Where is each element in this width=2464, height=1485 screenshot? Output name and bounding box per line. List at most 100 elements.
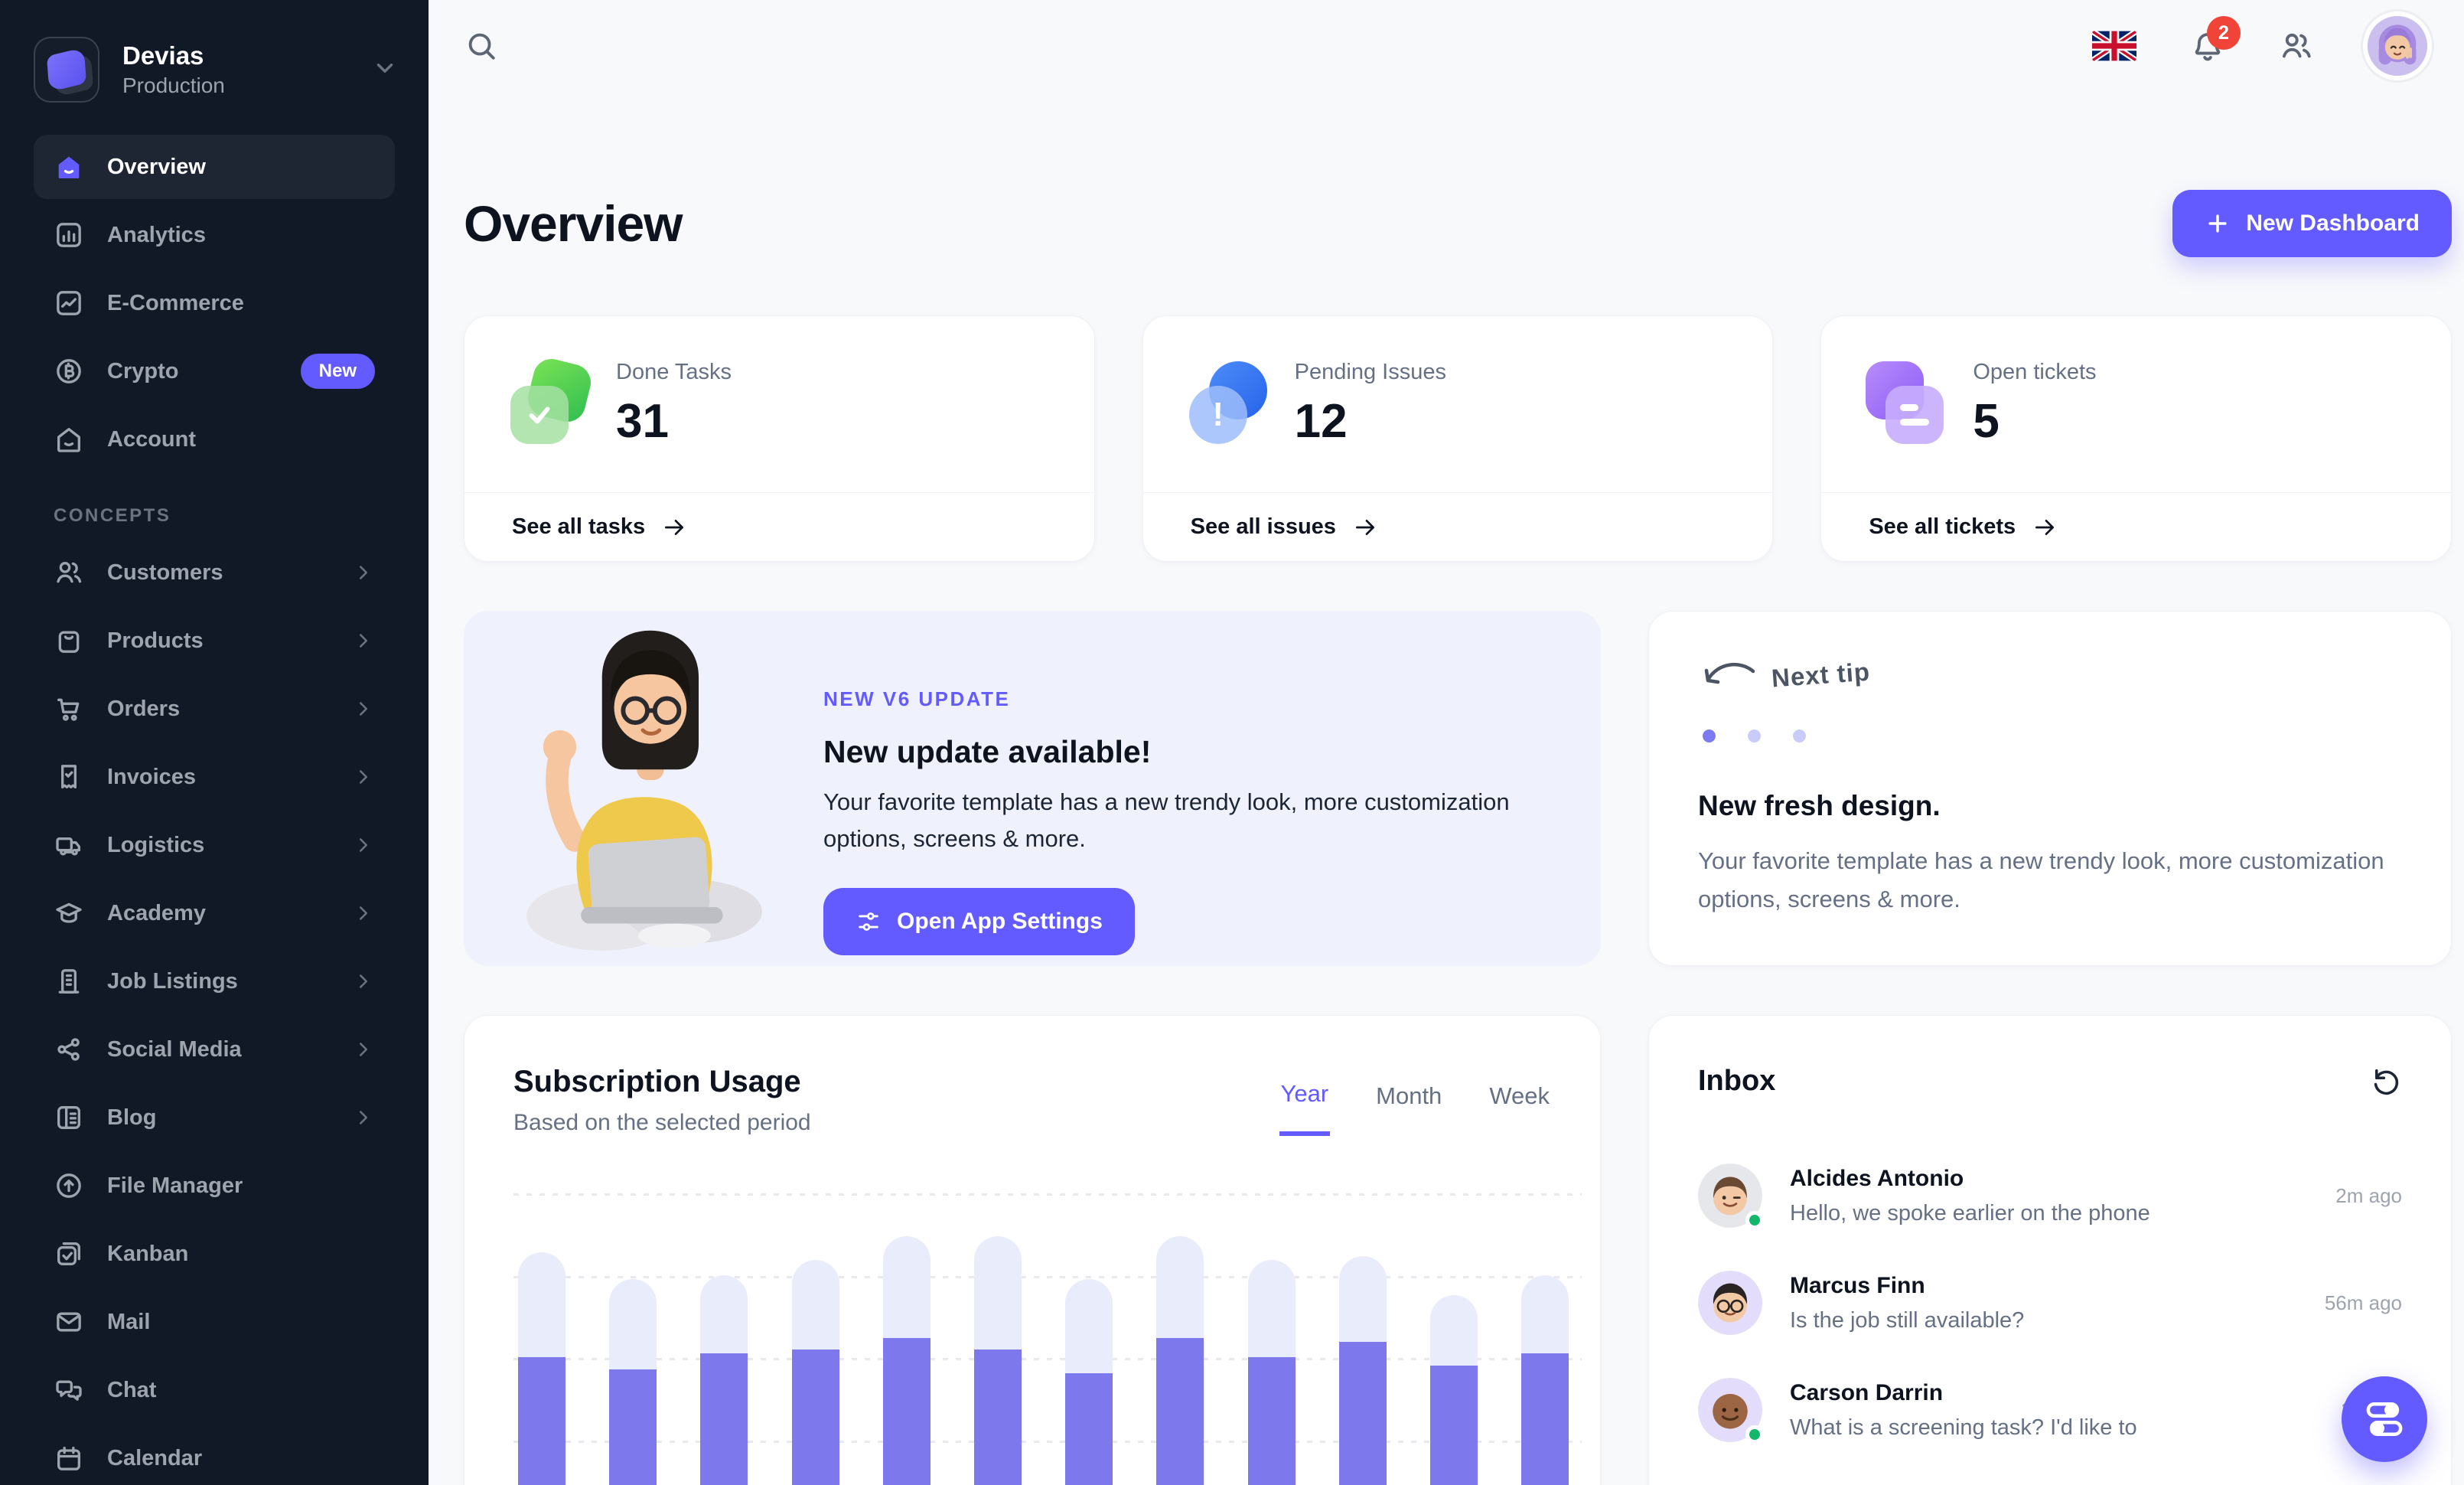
home-smile-icon <box>54 424 84 455</box>
period-tabs: Year Month Week <box>1279 1065 1552 1137</box>
users-icon <box>2279 28 2314 64</box>
carousel-dot-3[interactable] <box>1793 729 1806 742</box>
sidebar-item-chat[interactable]: Chat <box>34 1358 395 1422</box>
chart-gridline <box>513 1275 1582 1278</box>
sidebar-item-academy[interactable]: Academy <box>34 881 395 945</box>
curved-arrow-icon <box>1704 663 1755 684</box>
inbox-message-row[interactable]: Alcides Antonio Hello, we spoke earlier … <box>1698 1164 2402 1230</box>
tip-dots <box>1703 729 2402 742</box>
see-all-tasks-link[interactable]: See all tasks <box>464 492 1094 561</box>
subscription-subtitle: Based on the selected period <box>513 1110 811 1136</box>
building-icon <box>54 966 84 997</box>
stat-link-label: See all issues <box>1190 514 1336 539</box>
arrow-right-icon <box>2032 515 2057 540</box>
message-preview: What is a screening task? I'd like to <box>1790 1415 2137 1440</box>
brand-name: Devias <box>122 41 204 70</box>
contacts-button[interactable] <box>2279 28 2314 64</box>
avatar <box>1698 1271 1762 1336</box>
chevron-right-icon <box>352 561 375 584</box>
user-avatar[interactable] <box>2368 16 2427 76</box>
sidebar-item-label: Academy <box>107 900 206 925</box>
tip-title: New fresh design. <box>1698 790 1941 821</box>
chart-bar-icon <box>54 220 84 250</box>
update-body: Your favorite template has a new trendy … <box>823 788 1510 853</box>
tab-week[interactable]: Week <box>1488 1071 1551 1136</box>
shopping-bag-icon <box>54 625 84 656</box>
message-sender: Carson Darrin <box>1790 1379 1944 1405</box>
topbar: 2 <box>429 0 2464 92</box>
new-dashboard-button[interactable]: New Dashboard <box>2172 190 2452 257</box>
sidebar-item-label: Social Media <box>107 1036 242 1062</box>
see-all-issues-link[interactable]: See all issues <box>1142 492 1773 561</box>
sidebar-item-file-manager[interactable]: File Manager <box>34 1154 395 1218</box>
sidebar-section-header-concepts: CONCEPTS <box>54 505 171 526</box>
stat-value: 5 <box>1973 395 2000 448</box>
app-settings-fab[interactable] <box>2342 1376 2427 1462</box>
inbox-message-row[interactable]: Carson Darrin What is a screening task? … <box>1698 1378 2402 1444</box>
chevron-right-icon <box>352 1038 375 1061</box>
message-preview: Hello, we spoke earlier on the phone <box>1790 1200 2150 1226</box>
sidebar-item-logistics[interactable]: Logistics <box>34 813 395 877</box>
carousel-dot-1[interactable] <box>1703 729 1716 742</box>
stats-row: Done Tasks 31 See all tasks ! Pending Is… <box>464 315 2453 562</box>
page-title: Overview <box>464 195 683 252</box>
sidebar-item-analytics[interactable]: Analytics <box>34 203 395 267</box>
tab-year[interactable]: Year <box>1279 1071 1331 1137</box>
sidebar-item-orders[interactable]: Orders <box>34 677 395 741</box>
tip-card: Next tip New fresh design. Your favorite… <box>1648 611 2452 967</box>
sidebar-item-label: Mail <box>107 1309 151 1334</box>
shopping-cart-icon <box>54 694 84 724</box>
online-dot <box>1745 1425 1764 1444</box>
stat-label: Open tickets <box>1973 360 2097 384</box>
stat-value: 12 <box>1294 395 1348 448</box>
bar-fill-dec <box>1521 1353 1569 1485</box>
inbox-card: Inbox Alcides Antonio Hello, we spoke ea… <box>1648 1015 2452 1485</box>
sidebar-item-products[interactable]: Products <box>34 609 395 673</box>
sidebar-item-crypto[interactable]: Crypto New <box>34 339 395 403</box>
workspace-switcher[interactable]: Devias Production <box>34 37 398 103</box>
chevron-right-icon <box>352 1106 375 1129</box>
inbox-message-row[interactable]: Marcus Finn Is the job still available? … <box>1698 1271 2402 1336</box>
sidebar-item-overview[interactable]: Overview <box>34 135 395 199</box>
sidebar-item-customers[interactable]: Customers <box>34 540 395 605</box>
bar-fill-oct <box>1338 1341 1387 1485</box>
sidebar-item-label: Crypto <box>107 358 179 383</box>
search-button[interactable] <box>464 28 499 64</box>
ticket-icon <box>1866 361 1944 444</box>
chevron-right-icon <box>352 834 375 857</box>
sidebar-item-label: E-Commerce <box>107 290 244 315</box>
update-title: New update available! <box>823 734 1152 769</box>
see-all-tickets-link[interactable]: See all tickets <box>1821 492 2452 561</box>
sidebar-item-label: Job Listings <box>107 968 238 994</box>
sidebar-item-label: File Manager <box>107 1173 243 1198</box>
sidebar-item-account[interactable]: Account <box>34 407 395 472</box>
sidebar-item-kanban[interactable]: Kanban <box>34 1222 395 1286</box>
sidebar-item-invoices[interactable]: Invoices <box>34 745 395 809</box>
refresh-icon <box>2370 1066 2402 1098</box>
next-tip-label: Next tip <box>1770 657 1872 693</box>
stat-value: 31 <box>616 395 669 448</box>
carousel-dot-2[interactable] <box>1748 729 1761 742</box>
tab-month[interactable]: Month <box>1374 1071 1443 1136</box>
refresh-button[interactable] <box>2370 1066 2402 1098</box>
sidebar-item-calendar[interactable]: Calendar <box>34 1426 395 1485</box>
stat-link-label: See all tasks <box>512 514 646 539</box>
stat-card-done-tasks: Done Tasks 31 See all tasks <box>464 315 1095 562</box>
sidebar-item-mail[interactable]: Mail <box>34 1290 395 1354</box>
bar-fill-aug <box>1156 1337 1204 1485</box>
sidebar-item-label: Overview <box>107 154 206 179</box>
mail-icon <box>54 1307 84 1337</box>
open-app-settings-button[interactable]: Open App Settings <box>823 888 1135 956</box>
devias-logo <box>34 37 99 103</box>
line-chart-icon <box>54 288 84 318</box>
sidebar-item-social-media[interactable]: Social Media <box>34 1017 395 1082</box>
sidebar-item-job-listings[interactable]: Job Listings <box>34 949 395 1013</box>
sidebar-item-e-commerce[interactable]: E-Commerce <box>34 271 395 335</box>
tip-body: Your favorite template has a new trendy … <box>1698 847 2384 912</box>
users-icon <box>54 557 84 588</box>
language-button[interactable] <box>2092 31 2136 61</box>
stat-link-label: See all tickets <box>1869 514 2016 539</box>
chart-gridline <box>513 1440 1582 1443</box>
chevron-right-icon <box>352 765 375 788</box>
sidebar-item-blog[interactable]: Blog <box>34 1085 395 1150</box>
